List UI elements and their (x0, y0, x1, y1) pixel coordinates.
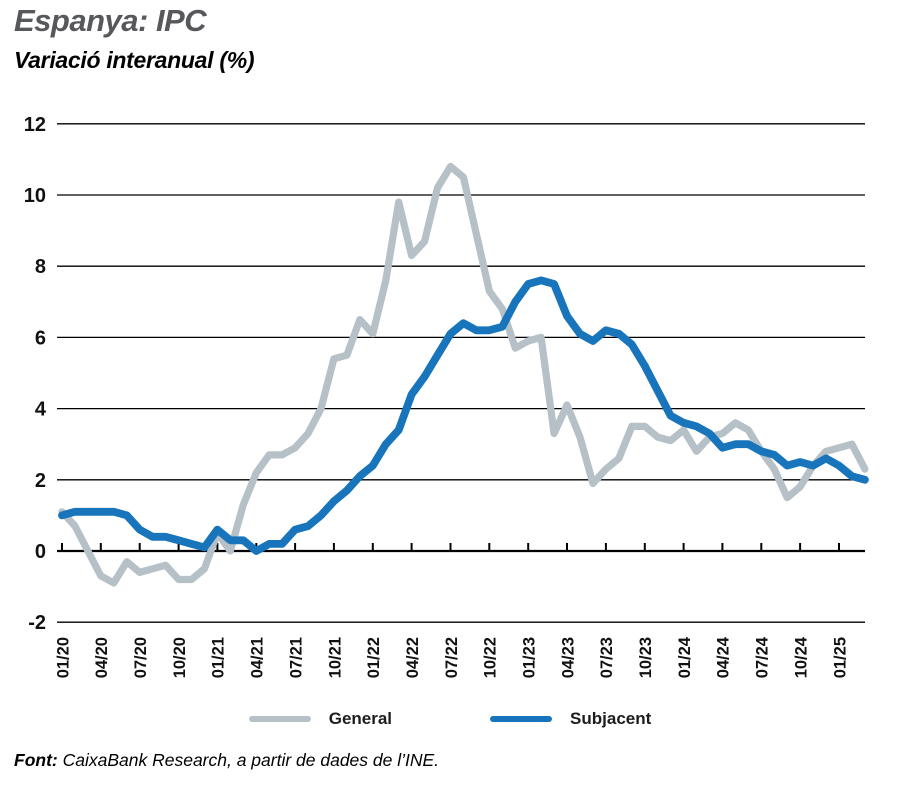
x-axis-label: 10/21 (326, 637, 344, 678)
x-axis-label: 04/23 (559, 637, 577, 678)
y-axis-label: -2 (28, 612, 46, 634)
source-note-text: CaixaBank Research, a partir de dades de… (57, 750, 440, 770)
x-axis-label: 07/24 (754, 636, 772, 678)
page-subtitle: Variació interanual (%) (14, 47, 255, 73)
x-axis-label: 04/21 (249, 637, 267, 678)
page-title: Espanya: IPC (14, 3, 207, 38)
series-subjacent-line (58, 276, 869, 555)
y-axis-label: 4 (35, 399, 47, 421)
x-axis-label: 07/23 (598, 637, 616, 678)
x-axis-label: 04/20 (93, 637, 111, 678)
legend-item-general: General (248, 709, 393, 729)
y-axis-label: 0 (35, 541, 46, 563)
y-axis-label: 2 (35, 470, 46, 492)
x-axis-label: 07/21 (287, 637, 305, 678)
legend-label-subjacent: Subjacent (570, 709, 652, 728)
subjacent-line-swatch (490, 716, 553, 722)
legend-label-general: General (328, 709, 393, 728)
x-axis-label: 01/23 (521, 637, 539, 678)
x-axis-label: 10/23 (637, 637, 655, 678)
x-axis-label: 01/22 (365, 637, 383, 678)
y-axis-label: 8 (35, 256, 46, 278)
y-axis-label: 10 (24, 185, 46, 207)
x-axis-label: 01/25 (831, 637, 849, 678)
chart-legend: General Subjacent (0, 709, 900, 729)
x-axis-label: 07/22 (443, 637, 461, 678)
legend-item-subjacent: Subjacent (490, 709, 651, 729)
y-axis-label: 12 (24, 114, 46, 136)
x-axis-label: 07/20 (132, 637, 150, 678)
x-axis-label: 04/24 (715, 636, 733, 678)
x-axis-label: 04/22 (404, 637, 422, 678)
y-axis-label: 6 (35, 327, 46, 349)
x-axis-label: 10/20 (171, 637, 189, 678)
x-axis-label: 10/22 (482, 637, 500, 678)
source-note-label: Font: (14, 750, 58, 770)
x-axis-label: 01/24 (676, 636, 694, 678)
series-general-line (58, 162, 869, 587)
x-axis-label: 01/20 (54, 637, 72, 678)
x-axis-label: 01/21 (210, 637, 228, 678)
line-chart: 01/20 04/20 07/20 10/20 01/21 04/21 07/21 10/21… (24, 114, 869, 678)
x-axis-label: 10/24 (792, 636, 810, 678)
source-note: Font: CaixaBank Research, a partir de da… (14, 750, 439, 771)
general-line-swatch (248, 716, 311, 722)
